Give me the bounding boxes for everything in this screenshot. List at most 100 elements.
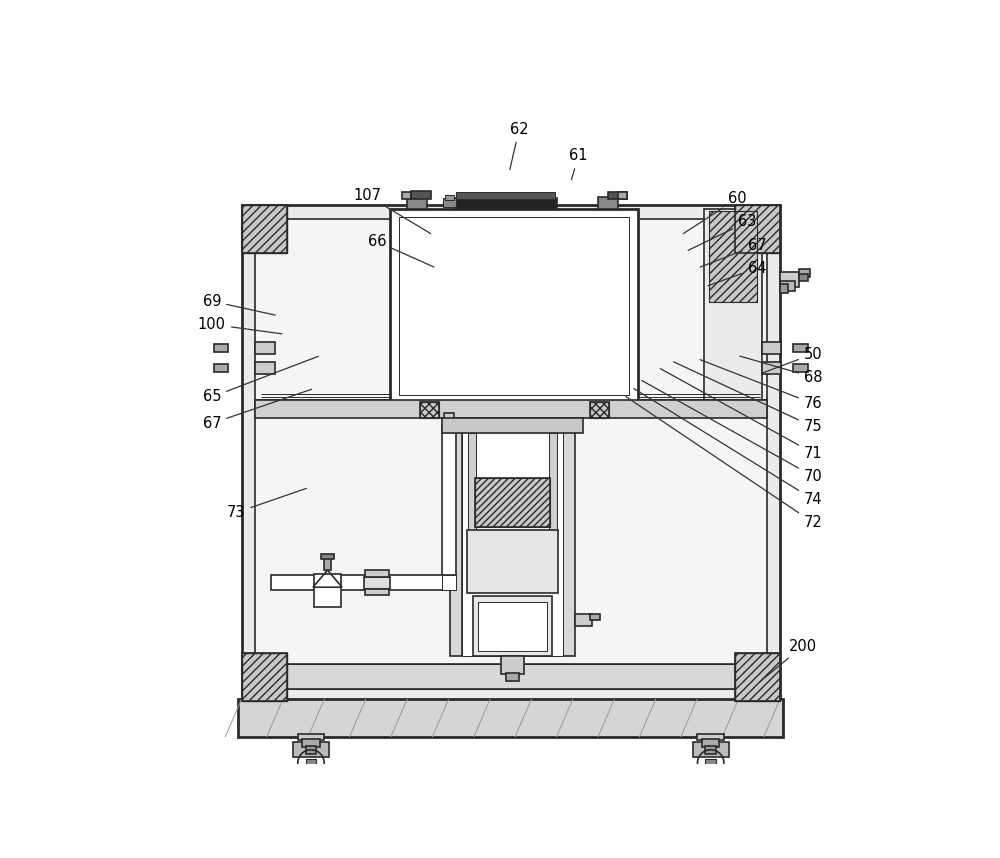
Text: 50: 50 [763,347,822,373]
Bar [506,674,519,681]
Bar [443,198,456,208]
Bar [735,653,780,701]
Bar [709,210,757,302]
Bar [255,362,275,374]
Bar [478,601,547,650]
Text: 68: 68 [740,356,822,384]
Bar [705,746,716,753]
Bar [697,734,724,740]
Bar [598,196,618,208]
Bar [242,205,780,701]
Text: 76: 76 [700,360,822,411]
Text: 200: 200 [760,638,817,681]
Bar [780,272,799,287]
Bar [735,205,780,253]
Bar [242,653,287,701]
Bar [618,192,627,199]
Bar [255,219,767,687]
Bar [693,742,729,757]
Text: 64: 64 [708,261,766,286]
Bar [702,740,719,747]
Bar [214,364,228,372]
Bar [549,432,557,534]
Text: 72: 72 [626,396,822,530]
Text: 63: 63 [688,214,756,251]
Bar [590,614,600,619]
Bar [445,195,454,200]
Bar [365,589,389,595]
Bar [608,192,627,199]
Bar [365,570,389,577]
Bar [501,656,524,674]
Bar [563,418,575,656]
Bar [321,554,334,559]
Text: 65: 65 [203,356,318,404]
Bar [255,342,275,354]
Bar [475,478,550,527]
Bar [735,205,780,253]
Text: 66: 66 [368,234,434,267]
Text: 67: 67 [700,238,766,267]
Bar [455,198,557,208]
Bar [468,432,476,534]
Text: 107: 107 [353,188,431,233]
Bar [442,576,456,589]
Bar [475,478,550,527]
Bar [473,596,552,656]
Bar [306,759,316,767]
Text: 73: 73 [227,488,306,520]
Text: 70: 70 [642,380,822,484]
Bar [293,742,329,757]
Bar [407,196,427,208]
Text: 62: 62 [510,122,528,170]
Bar [780,281,795,291]
Bar [390,208,638,403]
Bar [314,574,341,607]
Bar [420,402,439,418]
Text: 61: 61 [569,148,588,179]
Text: 100: 100 [198,317,282,334]
Bar [780,284,788,293]
Bar [255,400,767,418]
Bar [442,418,583,432]
Bar [364,577,390,589]
Text: 67: 67 [203,390,312,431]
Bar [306,746,316,753]
Bar [704,208,762,403]
Bar [735,653,780,701]
Text: 60: 60 [683,191,746,233]
Bar [411,191,431,199]
Bar [298,734,324,740]
Bar [399,217,629,395]
Bar [462,418,563,656]
Bar [705,759,716,767]
Bar [442,425,456,589]
Bar [450,418,462,656]
Bar [762,342,781,354]
Text: 75: 75 [674,362,822,434]
Bar [242,205,287,253]
Bar [799,269,810,277]
Bar [420,402,439,418]
Text: 71: 71 [660,369,822,461]
Bar [302,740,320,747]
Bar [402,192,411,199]
Bar [590,402,609,418]
Bar [238,699,783,737]
Bar [590,402,609,418]
Bar [214,344,228,352]
Bar [793,364,808,372]
Text: 74: 74 [634,389,822,507]
Text: 69: 69 [203,293,275,315]
Bar [242,653,287,701]
Bar [456,192,555,199]
Bar [575,614,592,626]
Bar [242,205,287,253]
Bar [255,664,767,689]
Bar [324,559,331,570]
Bar [709,210,757,302]
Bar [467,530,558,593]
Bar [793,344,808,352]
Bar [762,362,781,374]
Bar [799,275,808,281]
